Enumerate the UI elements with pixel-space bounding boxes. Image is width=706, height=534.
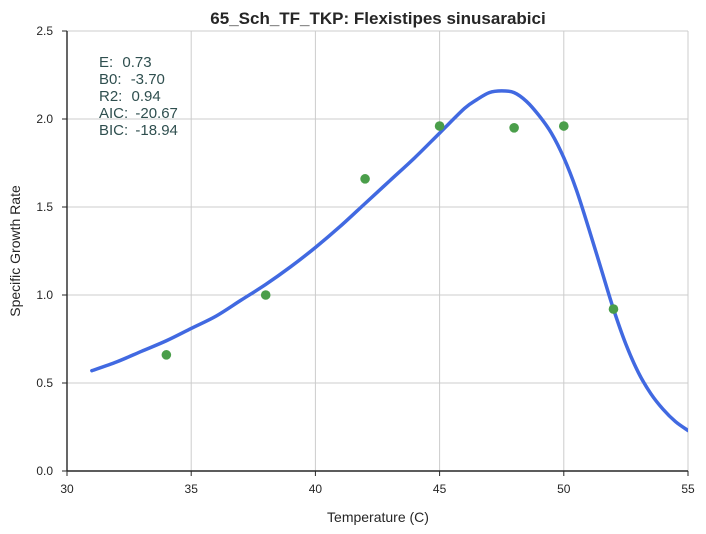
- x-tick-label-2: 40: [309, 482, 323, 496]
- x-tick-label-4: 50: [557, 482, 571, 496]
- y-tick-label-0: 0.0: [36, 464, 53, 478]
- stat-aic-label: AIC:: [99, 105, 128, 122]
- x-tick-label-5: 55: [681, 482, 695, 496]
- y-tick-label-1: 0.5: [36, 376, 53, 390]
- stat-aic-value: -20.67: [135, 105, 178, 122]
- y-axis-label: Specific Growth Rate: [7, 185, 23, 317]
- data-point-5: [559, 121, 569, 131]
- fit-statistics: E: 0.73 B0: -3.70 R2: 0.94 AIC: -20.67 B…: [99, 54, 178, 139]
- data-point-1: [260, 290, 271, 300]
- stat-r2: R2: 0.94: [99, 88, 161, 105]
- grid: [67, 30, 689, 471]
- stat-b0: B0: -3.70: [99, 71, 165, 88]
- data-point-3: [434, 121, 445, 131]
- y-tick-label-4: 2.0: [36, 112, 53, 126]
- y-tick-label-3: 1.5: [36, 200, 53, 214]
- observed-points: [161, 121, 619, 360]
- x-tick-label-0: 30: [60, 482, 74, 496]
- tick-labels: 30 35 40 45 50 55 0.0 0.5 1.0 1.5 2.0 2.5: [36, 24, 695, 496]
- stat-b0-value: -3.70: [131, 71, 165, 88]
- stat-e-label: E:: [99, 54, 113, 71]
- fit-curve: [90, 89, 688, 433]
- x-tick-label-1: 35: [185, 482, 199, 496]
- axes: [62, 30, 689, 476]
- data-point-6: [608, 304, 619, 314]
- stat-aic: AIC: -20.67: [99, 105, 178, 122]
- stat-b0-label: B0:: [99, 71, 122, 88]
- chart-title: 65_Sch_TF_TKP: Flexistipes sinusarabici: [210, 9, 545, 28]
- y-tick-label-2: 1.0: [36, 288, 53, 302]
- y-tick-label-5: 2.5: [36, 24, 53, 38]
- stat-bic-label: BIC:: [99, 122, 128, 139]
- data-point-0: [161, 350, 172, 360]
- data-point-4: [509, 123, 519, 133]
- data-point-2: [360, 174, 370, 184]
- stat-e-value: 0.73: [122, 54, 151, 71]
- fit-curve-layer: [90, 89, 688, 433]
- stat-bic-value: -18.94: [135, 122, 178, 139]
- stat-r2-value: 0.94: [132, 88, 161, 105]
- x-axis-label: Temperature (C): [327, 509, 429, 525]
- x-tick-label-3: 45: [433, 482, 447, 496]
- stat-bic: BIC: -18.94: [99, 122, 178, 139]
- stat-e: E: 0.73: [99, 54, 152, 71]
- stat-r2-label: R2:: [99, 88, 122, 105]
